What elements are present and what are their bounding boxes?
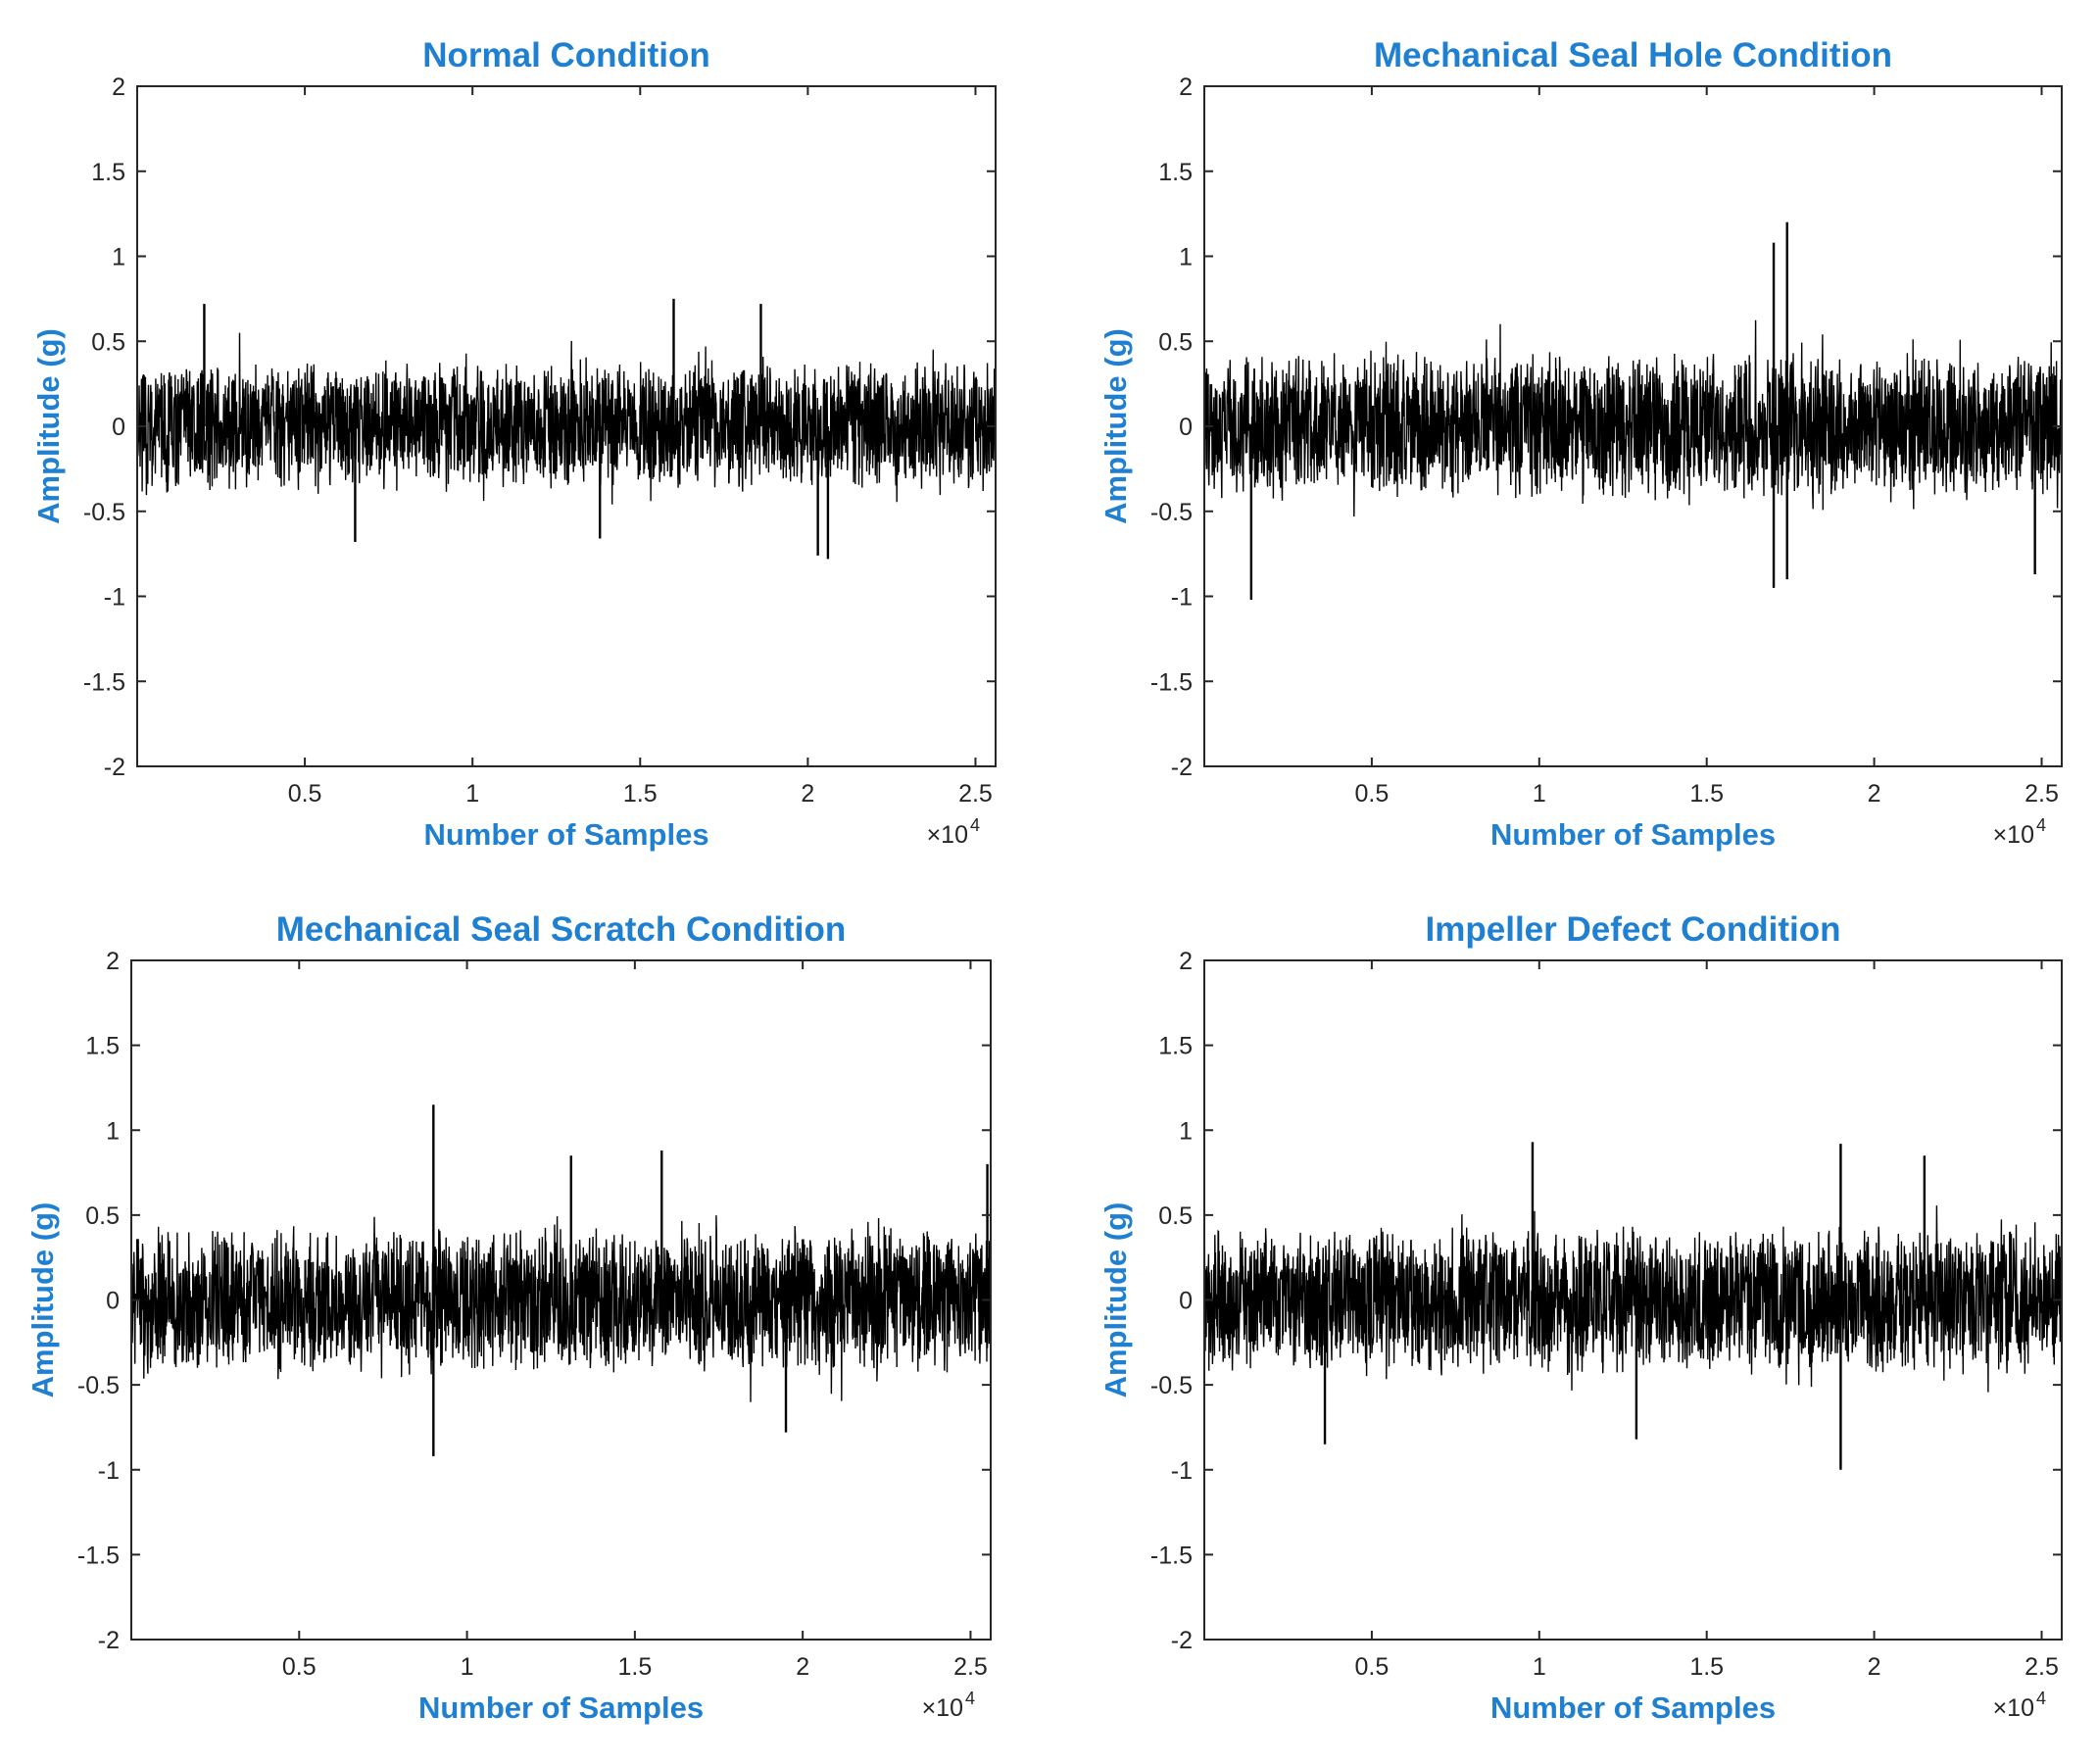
x-axis-label: Number of Samples xyxy=(1490,817,1776,852)
panel-3: 0.5 1 1.5 2 2.5 -2 -1.5 -1 -0.5 0 0.5 1 1.5 2 Mechanic… xyxy=(25,910,992,1725)
x-tick-label: 0.5 xyxy=(1355,1653,1390,1681)
x-tick-label: 1 xyxy=(461,1653,474,1681)
x-tick-label: 0.5 xyxy=(1355,780,1390,808)
panel-4: 0.5 1 1.5 2 2.5 -2 -1.5 -1 -0.5 0 0.5 1 1.5 2 Impeller… xyxy=(1098,910,2063,1725)
x-exponent-label: ×10 xyxy=(1993,1694,2034,1722)
y-tick-label: 0.5 xyxy=(85,1202,120,1230)
x-exponent-power: 4 xyxy=(2036,815,2046,835)
x-tick-label: 0.5 xyxy=(282,1653,317,1681)
y-axis-label: Amplitude (g) xyxy=(1098,328,1133,524)
signal-trace xyxy=(130,1215,992,1402)
y-tick-label: 1.5 xyxy=(85,1033,120,1060)
x-tick-label: 1 xyxy=(1533,1653,1546,1681)
y-tick-label: 1.5 xyxy=(91,159,125,186)
y-tick-label: 0.5 xyxy=(91,328,125,356)
y-tick-label: -2 xyxy=(1171,1627,1193,1654)
x-tick-label: 2.5 xyxy=(2025,780,2059,808)
y-tick-label: -1.5 xyxy=(83,668,125,696)
x-exponent-label: ×10 xyxy=(1993,821,2034,849)
x-tick-label: 2 xyxy=(1868,780,1881,808)
x-exponent-label: ×10 xyxy=(927,821,968,849)
y-tick-label: 1 xyxy=(1179,1117,1193,1145)
y-tick-label: 1.5 xyxy=(1158,1033,1193,1060)
x-tick-label: 1.5 xyxy=(1689,780,1724,808)
x-tick-label: 2.5 xyxy=(2025,1653,2059,1681)
panel-title: Mechanical Seal Hole Condition xyxy=(1374,36,1892,74)
x-axis-label: Number of Samples xyxy=(423,817,708,852)
signal-trace xyxy=(1203,1205,2063,1393)
y-tick-label: -0.5 xyxy=(83,499,125,526)
y-tick-label: -2 xyxy=(1171,754,1193,781)
y-tick-label: -2 xyxy=(104,754,125,781)
x-axis-label: Number of Samples xyxy=(1490,1690,1776,1725)
x-tick-label: 0.5 xyxy=(288,780,322,808)
panel-title: Mechanical Seal Scratch Condition xyxy=(276,910,847,949)
y-tick-label: 0 xyxy=(1179,1288,1193,1315)
y-tick-label: 2 xyxy=(112,74,125,101)
x-tick-label: 1 xyxy=(1533,780,1546,808)
panel-2: 0.5 1 1.5 2 2.5 -2 -1.5 -1 -0.5 0 0.5 1 1.5 2 Mechanic… xyxy=(1098,36,2063,852)
y-tick-label: 2 xyxy=(1179,74,1193,101)
x-tick-label: 1.5 xyxy=(1689,1653,1724,1681)
y-tick-label: -1 xyxy=(98,1457,120,1485)
panel-title: Normal Condition xyxy=(422,36,710,74)
y-tick-label: 1 xyxy=(112,244,125,271)
y-tick-label: 0 xyxy=(106,1288,120,1315)
x-tick-label: 2.5 xyxy=(953,1653,988,1681)
x-exponent-power: 4 xyxy=(970,815,980,835)
y-tick-label: 0 xyxy=(112,414,125,441)
x-tick-label: 2 xyxy=(801,780,814,808)
y-tick-label: 2 xyxy=(106,948,120,975)
y-tick-label: -0.5 xyxy=(77,1372,120,1399)
x-tick-label: 2 xyxy=(1868,1653,1881,1681)
y-tick-label: 1 xyxy=(106,1117,120,1145)
panel-title: Impeller Defect Condition xyxy=(1426,910,1841,949)
y-tick-label: -1 xyxy=(1171,584,1193,612)
x-tick-label: 2.5 xyxy=(958,780,993,808)
y-tick-label: 0.5 xyxy=(1158,1202,1193,1230)
x-exponent-power: 4 xyxy=(965,1689,975,1708)
y-axis-label: Amplitude (g) xyxy=(31,328,66,524)
x-tick-label: 1.5 xyxy=(623,780,658,808)
y-tick-label: 1.5 xyxy=(1158,159,1193,186)
y-tick-label: -1.5 xyxy=(1150,668,1193,696)
x-tick-label: 1.5 xyxy=(617,1653,652,1681)
x-axis-label: Number of Samples xyxy=(418,1690,704,1725)
y-tick-label: 0 xyxy=(1179,414,1193,441)
y-tick-label: 2 xyxy=(1179,948,1193,975)
y-tick-label: -0.5 xyxy=(1150,1372,1193,1399)
x-tick-label: 2 xyxy=(796,1653,809,1681)
x-tick-label: 1 xyxy=(465,780,479,808)
x-exponent-power: 4 xyxy=(2036,1689,2046,1708)
y-axis-label: Amplitude (g) xyxy=(25,1202,60,1398)
signal-trace xyxy=(1203,319,2063,517)
y-tick-label: -1 xyxy=(1171,1457,1193,1485)
panel-1: 0.5 1 1.5 2 2.5 -2 -1.5 -1 -0.5 0 0.5 1 1.5 2 Normal C… xyxy=(31,36,997,852)
y-tick-label: -1.5 xyxy=(1150,1542,1193,1569)
y-tick-label: -1 xyxy=(104,584,125,612)
y-tick-label: 1 xyxy=(1179,244,1193,271)
y-tick-label: 0.5 xyxy=(1158,328,1193,356)
signal-trace xyxy=(136,332,997,505)
y-tick-label: -1.5 xyxy=(77,1542,120,1569)
y-tick-label: -2 xyxy=(98,1627,120,1654)
x-exponent-label: ×10 xyxy=(922,1694,963,1722)
y-axis-label: Amplitude (g) xyxy=(1098,1202,1133,1398)
y-tick-label: -0.5 xyxy=(1150,499,1193,526)
